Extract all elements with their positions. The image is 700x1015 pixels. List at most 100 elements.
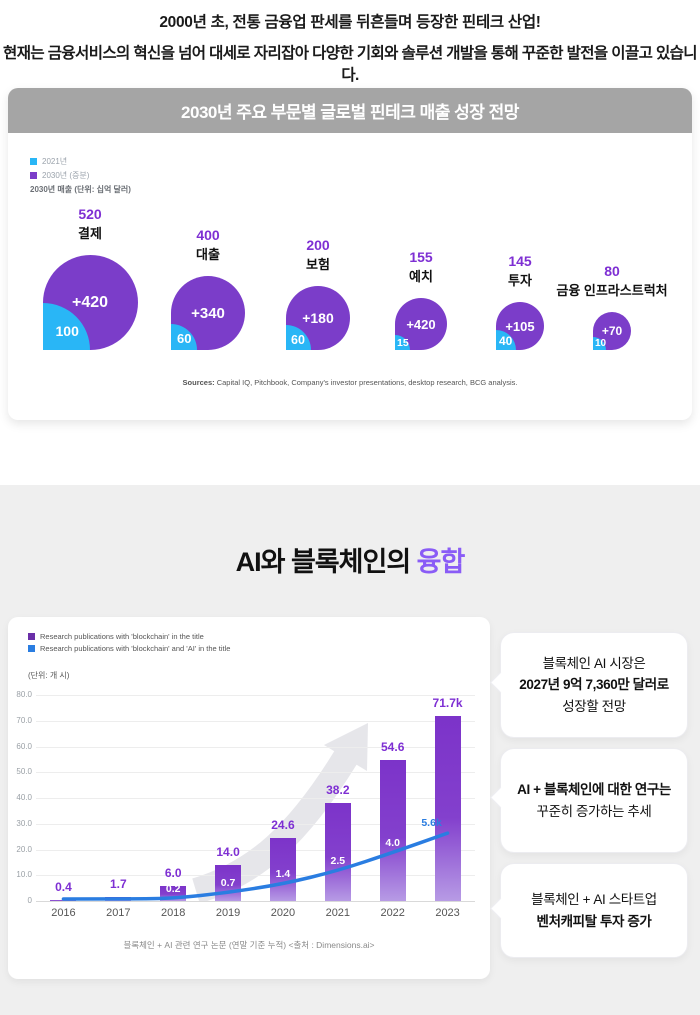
legend-swatch-blue [28,645,35,652]
bar-value-label: 24.6 [271,817,295,832]
bubble-group-financial-infrastructure: 80 금융 인프라스트럭처 +70 10 [547,263,677,350]
bubble-total: 520 [78,206,102,222]
line-value-label: 0.7 [220,876,236,889]
x-axis-tick: 2017 [106,907,131,919]
legend-item-2030: 2030년 (증분) [30,170,89,181]
fintech-revenue-card: 2030년 주요 부문별 글로벌 핀테크 매출 성장 전망 2021년 2030… [8,88,692,420]
legend-item-blockchain-ai: Research publications with 'blockchain' … [28,644,230,653]
research-legend: Research publications with 'blockchain' … [28,632,230,656]
bubble-category: 투자 [508,273,532,288]
bar-2023 [434,716,461,901]
bubble-category: 보험 [306,257,330,272]
bubble-increment: +420 [71,293,109,311]
bubble-category: 예치 [409,269,433,284]
bubble-increment: +105 [505,318,535,334]
header-line1-bold: 핀테크 산업! [461,14,541,31]
x-axis-tick: 2020 [270,907,296,919]
callout-line-bold: AI + 블록체인에 대한 연구는 [517,781,671,797]
research-chart-card: Research publications with 'blockchain' … [8,617,490,979]
bubble-shape: +420 15 [395,298,447,350]
line-value-label: 5.6k [421,817,442,830]
bar-value-label: 0.4 [55,879,72,894]
bar-value-label: 6.0 [164,865,182,880]
x-axis-tick: 2022 [380,907,405,919]
section-title: AI와 블록체인의 융합 [0,540,700,579]
sources-label: Sources: [182,378,215,387]
y-axis-tick: 30.0 [16,818,32,828]
unit-note: (단위: 개 시) [28,671,70,680]
bubble-shape: +105 40 [496,302,544,350]
x-axis-tick: 2023 [435,907,460,919]
legend-label: Research publications with 'blockchain' … [40,632,204,641]
callout-research-trend: AI + 블록체인에 대한 연구는 꾸준히 증가하는 추세 [500,748,688,853]
gridline [36,695,475,696]
bubble-shape: +70 10 [593,312,631,350]
y-axis-tick: 10.0 [16,870,32,880]
bubble-base-2021: 40 [496,330,516,350]
bubble-total: 155 [409,249,433,265]
bubble-group-investments: 145 투자 +105 40 [470,253,570,350]
bubble-increment: +340 [191,304,225,322]
bar-value-label: 38.2 [326,782,350,797]
bubble-total: 145 [508,253,532,269]
bubble-base-2021: 15 [395,335,410,350]
callout-market-size: 블록체인 AI 시장은 2027년 9억 7,360만 달러로 성장할 전망 [500,632,688,738]
x-axis-line [36,901,475,902]
x-axis-tick: 2016 [51,907,76,919]
legend-item-blockchain: Research publications with 'blockchain' … [28,632,230,641]
bubble-group-payments: 520 결제 +420 100 [40,206,140,350]
legend-swatch-purple [28,633,35,640]
y-axis-tick: 70.0 [16,715,32,725]
bubble-group-deposits: 155 예치 +420 15 [371,249,471,350]
bubble-total: 200 [306,237,330,253]
y-axis-tick: 0 [27,896,32,905]
header-line1-text: 2000년 초, 전통 금융업 판세를 뒤흔들며 등장한 [159,14,462,31]
bar-2022 [379,760,406,901]
bar-value-label: 71.7k [432,696,463,711]
y-axis-tick: 80.0 [16,690,32,699]
trend-line [61,831,450,901]
bubble-group-lending: 400 대출 +340 60 [158,227,258,350]
bubble-group-insurance: 200 보험 +180 60 [268,237,368,350]
legend-label: 2021년 [42,157,68,166]
page-header: 2000년 초, 전통 금융업 판세를 뒤흔들며 등장한 핀테크 산업! 현재는… [0,10,700,85]
callout-line-bold: 벤처캐피탈 투자 증가 [536,913,652,929]
y-axis-tick: 20.0 [16,844,32,854]
bubble-category: 대출 [196,247,220,262]
fintech-legend: 2021년 2030년 (증분) [30,156,89,184]
legend-swatch-purple [30,172,37,179]
bubble-base-value: 15 [397,337,409,349]
bubble-category: 금융 인프라스트럭처 [556,283,668,298]
bubble-increment: +70 [601,324,623,338]
bubble-category: 결제 [78,226,102,241]
bar-value-label: 54.6 [381,740,405,755]
header-line2: 현재는 금융서비스의 혁신을 넘어 대세로 자리잡아 다양한 기회와 솔루션 개… [3,45,698,84]
gridline [36,849,475,851]
legend-swatch-blue [30,158,37,165]
bubble-shape: +420 100 [42,255,138,350]
legend-item-2021: 2021년 [30,156,89,167]
header-line1: 2000년 초, 전통 금융업 판세를 뒤흔들며 등장한 핀테크 산업! [0,10,700,32]
research-plot-area: 80.0 70.0 60.0 50.0 40.0 30.0 20.0 10.0 0 0.4 2016… [16,690,475,919]
gridline [36,798,475,799]
bubble-total: 80 [604,263,620,279]
x-axis-tick: 2019 [215,907,241,919]
bubble-shape: +340 60 [171,276,245,350]
bubble-base-2021: 10 [593,337,606,350]
callout-line-bold: 2027년 9억 7,360만 달러로 [519,677,669,693]
bar-value-label: 1.7 [109,876,127,891]
y-axis-tick: 60.0 [16,741,32,751]
bubble-base-2021: 60 [171,324,197,350]
bubble-total: 400 [196,227,220,243]
sources-note: Sources: Capital IQ, Pitchbook, Company'… [8,378,692,387]
bubble-increment: +180 [302,310,334,326]
line-value-label: 4.0 [385,836,400,849]
fintech-chart-title: 2030년 주요 부문별 글로벌 핀테크 매출 성장 전망 [8,88,692,133]
y-axis-tick: 40.0 [16,793,32,802]
bubble-base-value: 60 [177,331,192,346]
bar-2021 [324,802,351,901]
bubble-shape: +180 60 [286,286,350,350]
callout-vc-investment: 블록체인 + AI 스타트업 벤처캐피탈 투자 증가 [500,863,688,958]
sources-text: Capital IQ, Pitchbook, Company's investo… [214,378,518,387]
legend-label: 2030년 (증분) [42,171,90,180]
